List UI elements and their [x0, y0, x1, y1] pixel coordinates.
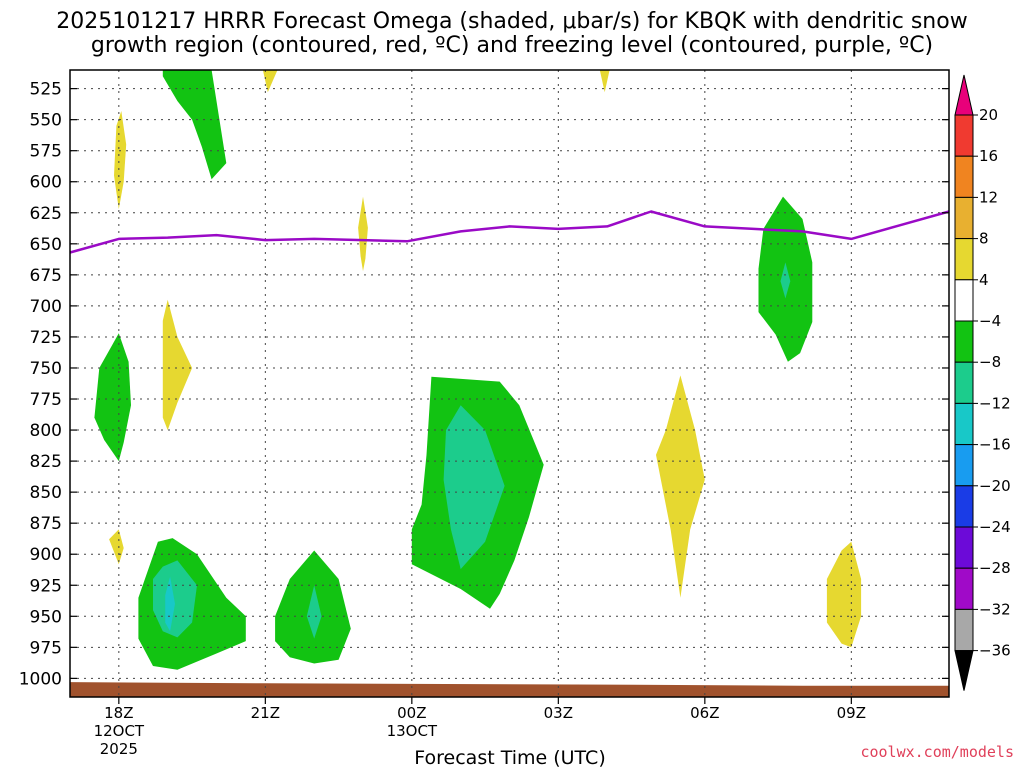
y-tick-label-825: 825 [30, 452, 62, 472]
colorbar-label-8: −16 [979, 436, 1011, 454]
colorbar-swatch-0 [954, 114, 974, 157]
colorbar-label-1: 16 [979, 147, 998, 165]
colorbar-swatch-10 [954, 526, 974, 569]
colorbar-label-9: −20 [979, 477, 1011, 495]
colorbar-label-3: 8 [979, 230, 989, 248]
colorbar-top-arrow [954, 74, 974, 116]
colorbar-label-5: −4 [979, 312, 1001, 330]
colorbar-label-10: −24 [979, 518, 1011, 536]
colorbar-label-12: −32 [979, 600, 1011, 618]
x-tick-label-09Z: 09Z [837, 704, 866, 722]
colorbar-swatch-11 [954, 567, 974, 610]
omega-region-7 [162, 299, 193, 431]
colorbar-swatch-8 [954, 444, 974, 487]
colorbar-label-2: 12 [979, 188, 998, 206]
omega-region-18 [826, 541, 862, 648]
omega-region-12 [109, 529, 124, 565]
colorbar-swatch-7 [954, 402, 974, 446]
y-tick-label-975: 975 [30, 638, 62, 658]
plot-frame [69, 69, 950, 698]
omega-region-10 [443, 405, 505, 570]
freezing-level-layer [69, 210, 950, 254]
x-axis-label: Forecast Time (UTC) [414, 747, 605, 768]
omega-region-15 [165, 576, 175, 632]
x-tick-sublabel-18Z-1: 2025 [100, 740, 138, 758]
omega-region-4 [358, 196, 368, 272]
omega-region-17 [306, 585, 322, 639]
colorbar-swatch-6 [954, 361, 974, 404]
omega-shading [94, 70, 862, 670]
colorbar-swatch-1 [954, 155, 974, 198]
colorbar-label-6: −8 [979, 353, 1001, 371]
omega-region-2 [599, 70, 610, 93]
omega-region-6 [780, 262, 791, 299]
y-tick-label-700: 700 [30, 297, 62, 317]
colorbar-swatch-3 [954, 238, 974, 281]
chart-title-line-1: 2025101217 HRRR Forecast Omega (shaded, … [56, 9, 967, 34]
omega-region-1 [262, 70, 278, 93]
y-tick-label-600: 600 [30, 173, 62, 193]
colorbar-swatch-4 [954, 279, 974, 322]
x-tick-label-18Z: 18Z [104, 704, 133, 722]
omega-region-0 [162, 70, 227, 180]
y-tick-label-650: 650 [30, 235, 62, 255]
colorbar-bottom-arrow [954, 650, 974, 691]
colorbar-swatch-9 [954, 485, 974, 528]
y-tick-label-725: 725 [30, 328, 62, 348]
x-tick-sublabel-18Z-0: 12OCT [94, 722, 145, 740]
y-tick-label-675: 675 [30, 266, 62, 286]
colorbar-swatch-2 [954, 196, 974, 240]
y-tick-label-575: 575 [30, 142, 62, 162]
x-tick-label-21Z: 21Z [251, 704, 280, 722]
y-axis: 525 550 575 600 625 650 675 700 725 750 775 800 825 8… [19, 80, 949, 689]
x-tick-label-03Z: 03Z [544, 704, 573, 722]
y-tick-label-750: 750 [30, 359, 62, 379]
colorbar-swatch-12 [954, 608, 974, 652]
colorbar-label-7: −12 [979, 394, 1011, 412]
freezing-level-line [69, 210, 950, 254]
y-tick-label-550: 550 [30, 111, 62, 131]
terrain-layer [70, 682, 949, 697]
y-tick-label-525: 525 [30, 80, 62, 100]
y-tick-label-800: 800 [30, 421, 62, 441]
omega-region-3 [114, 111, 127, 210]
colorbar-label-0: 20 [979, 106, 998, 124]
credit-text: coolwx.com/models [860, 743, 1014, 761]
colorbar-swatch-5 [954, 320, 974, 363]
omega-region-11 [656, 375, 705, 598]
y-tick-label-900: 900 [30, 545, 62, 565]
y-tick-label-875: 875 [30, 514, 62, 534]
chart-title-line-2: growth region (contoured, red, ºC) and f… [91, 33, 933, 58]
colorbar-label-11: −28 [979, 559, 1011, 577]
x-tick-label-06Z: 06Z [690, 704, 719, 722]
omega-region-8 [94, 333, 131, 462]
colorbar-label-13: −36 [979, 642, 1011, 660]
y-tick-label-775: 775 [30, 390, 62, 410]
y-tick-label-925: 925 [30, 576, 62, 596]
terrain-band [70, 682, 949, 697]
x-tick-label-00Z: 00Z [397, 704, 426, 722]
y-tick-label-850: 850 [30, 483, 62, 503]
colorbar: 20 16 12 8 4 −4 −8 −12 −16 −20 −24 −28 −32 −36 [954, 74, 1011, 691]
y-tick-label-625: 625 [30, 204, 62, 224]
x-tick-sublabel-00Z-0: 13OCT [387, 722, 438, 740]
y-tick-label-1000: 1000 [19, 669, 62, 689]
omega-region-14 [153, 560, 197, 638]
y-tick-label-950: 950 [30, 607, 62, 627]
colorbar-label-4: 4 [979, 271, 989, 289]
